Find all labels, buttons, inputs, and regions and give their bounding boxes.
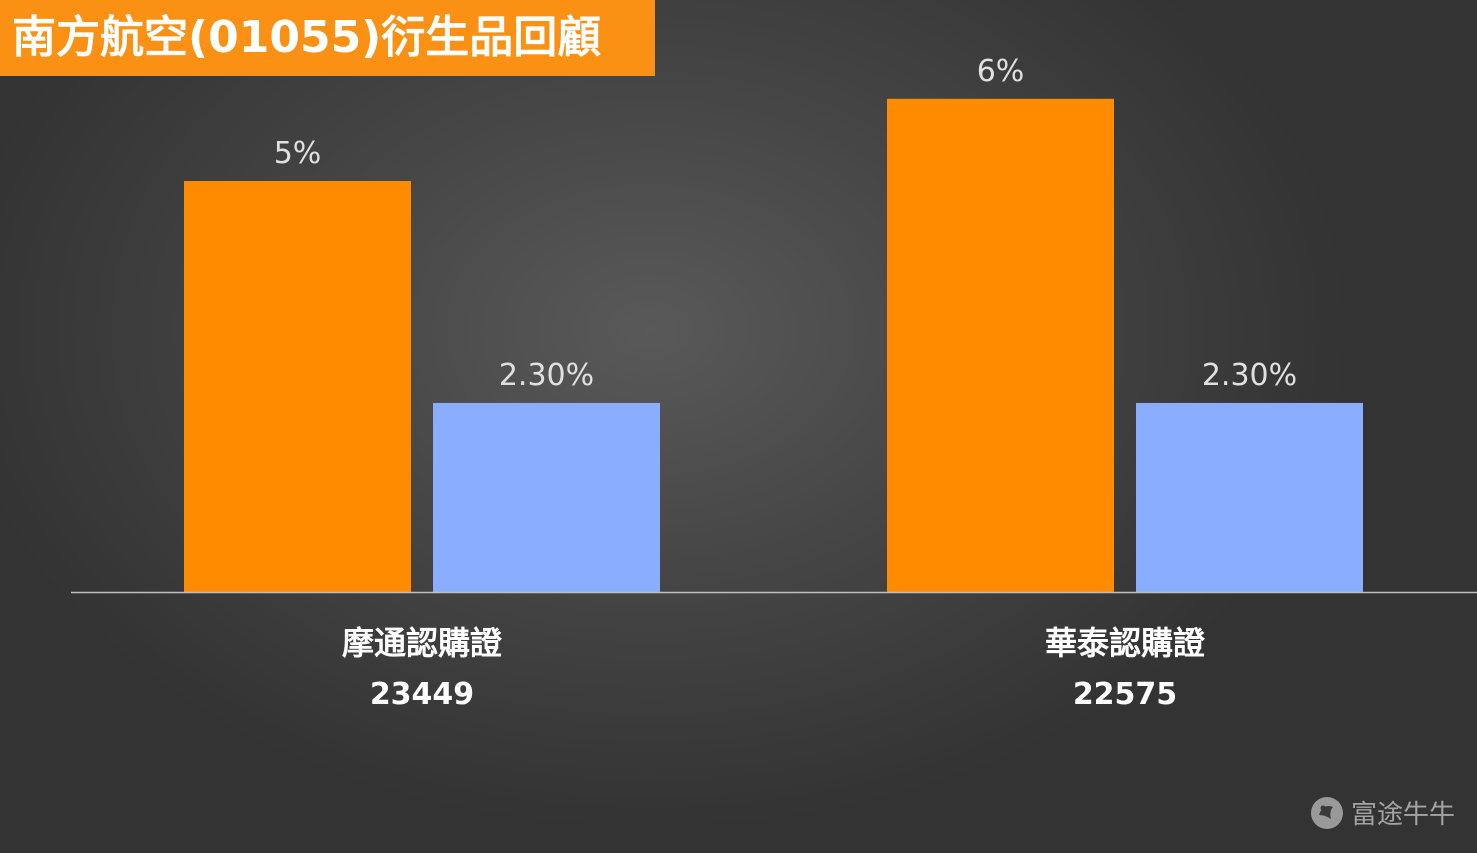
category-code-1: 23449 (370, 677, 474, 712)
chart-title: 南方航空(01055)衍生品回顧 (12, 12, 602, 63)
title-banner: 南方航空(01055)衍生品回顧 (0, 0, 655, 76)
futu-logo-icon (1310, 796, 1343, 829)
bar-1-series-1 (184, 181, 411, 592)
category-label-2: 華泰認購證 (1045, 624, 1206, 662)
data-label-2-1: 6% (977, 54, 1025, 89)
bar-2-series-2 (1136, 402, 1363, 592)
watermark: 富途牛牛 (1309, 794, 1455, 831)
data-label-1-1: 5% (274, 136, 322, 171)
category-label-1: 摩通認購證 (342, 624, 503, 662)
category-code-2: 22575 (1073, 677, 1177, 712)
watermark-text: 富途牛牛 (1350, 800, 1455, 830)
bar-2-series-1 (887, 98, 1114, 593)
bar-1-series-2 (433, 402, 660, 592)
data-label-1-2: 2.30% (499, 358, 594, 393)
data-label-2-2: 2.30% (1202, 358, 1297, 393)
